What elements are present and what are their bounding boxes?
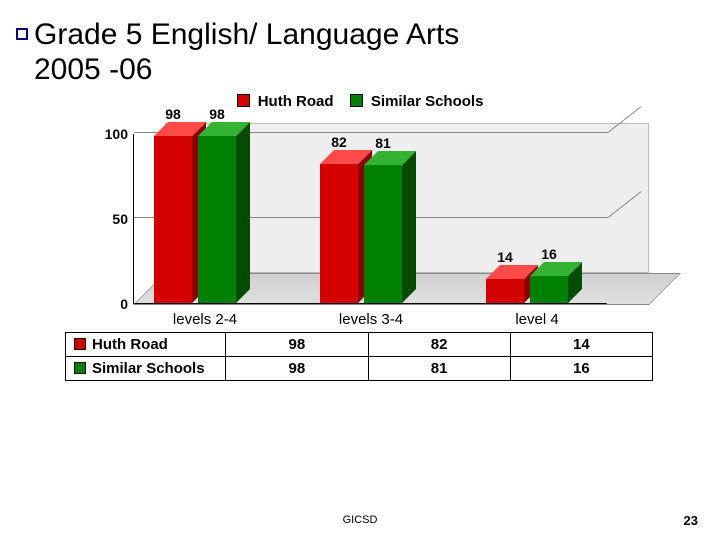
category-label: level 4 — [467, 311, 607, 328]
bar — [154, 136, 192, 303]
chart-region: Huth Road Similar Schools 05010098988281… — [65, 93, 655, 453]
bar — [198, 136, 236, 303]
bar-value-label: 98 — [197, 106, 237, 122]
bar-value-label: 81 — [363, 135, 403, 151]
table-cell: 98 — [226, 357, 368, 381]
table-cell: 14 — [510, 333, 652, 357]
chart-axes: 050100989882811416 — [133, 134, 607, 304]
table-cell: 16 — [510, 357, 652, 381]
slide: Grade 5 English/ Language Arts 2005 -06 … — [0, 0, 720, 540]
table-cell: 82 — [368, 333, 510, 357]
chart-category-labels: levels 2-4 levels 3-4 level 4 — [133, 304, 653, 328]
legend-swatch-1 — [350, 94, 363, 107]
row-swatch-icon — [74, 338, 86, 350]
data-table: Huth Road988214Similar Schools988116 — [65, 332, 653, 381]
slide-title: Grade 5 English/ Language Arts 2005 -06 — [34, 18, 686, 87]
y-tick-label: 0 — [92, 296, 128, 312]
bar — [530, 276, 568, 303]
footer-org: GICSD — [0, 514, 720, 526]
table-cell: 81 — [368, 357, 510, 381]
title-block: Grade 5 English/ Language Arts 2005 -06 — [34, 18, 686, 87]
row-swatch-icon — [74, 362, 86, 374]
legend-label-0: Huth Road — [258, 93, 334, 110]
y-tick-label: 50 — [92, 211, 128, 227]
row-header: Similar Schools — [66, 357, 226, 381]
category-label: levels 2-4 — [135, 311, 275, 328]
chart-plot: 050100989882811416 — [133, 114, 653, 304]
legend-label-1: Similar Schools — [371, 93, 484, 110]
bar — [486, 279, 524, 303]
title-line-2: 2005 -06 — [34, 53, 152, 86]
title-bullet-icon — [16, 28, 28, 40]
title-line-1: Grade 5 English/ Language Arts — [34, 18, 459, 51]
row-header: Huth Road — [66, 333, 226, 357]
y-tick-label: 100 — [92, 126, 128, 142]
bar-value-label: 16 — [529, 246, 569, 262]
table-cell: 98 — [226, 333, 368, 357]
bar — [320, 164, 358, 303]
bar-value-label: 82 — [319, 134, 359, 150]
bar — [364, 165, 402, 303]
table-row: Similar Schools988116 — [66, 357, 653, 381]
category-label: levels 3-4 — [301, 311, 441, 328]
bar-value-label: 14 — [485, 249, 525, 265]
table-row: Huth Road988214 — [66, 333, 653, 357]
bar-value-label: 98 — [153, 106, 193, 122]
legend-swatch-0 — [237, 94, 250, 107]
page-number: 23 — [684, 513, 698, 528]
